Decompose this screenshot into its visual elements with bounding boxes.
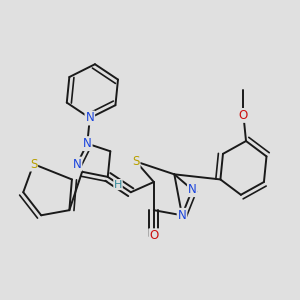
Text: N: N — [85, 112, 94, 124]
Text: N: N — [73, 158, 81, 171]
Text: N: N — [83, 137, 92, 150]
Text: H: H — [114, 180, 122, 190]
Text: S: S — [30, 158, 37, 171]
Text: N: N — [178, 209, 186, 222]
Text: O: O — [239, 109, 248, 122]
Text: O: O — [149, 229, 158, 242]
Text: S: S — [132, 155, 140, 168]
Text: N: N — [188, 183, 197, 196]
